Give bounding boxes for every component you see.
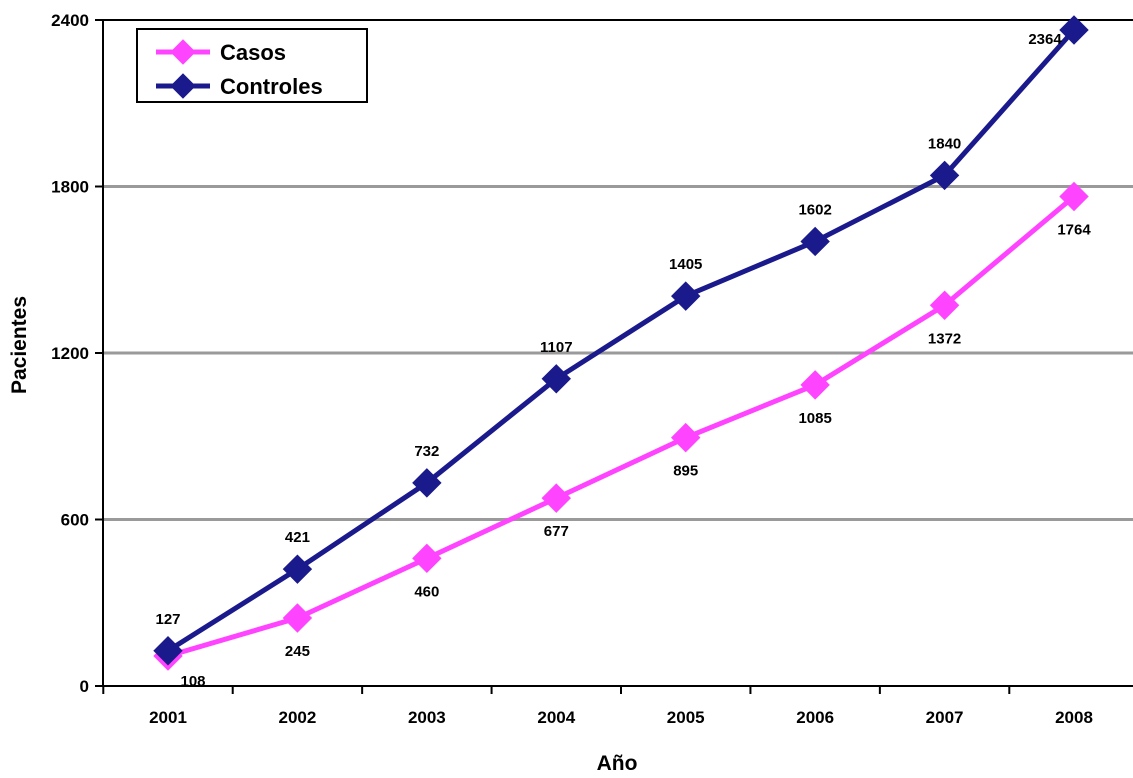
legend-swatch-marker-casos <box>170 39 196 65</box>
x-axis-title: Año <box>597 752 638 775</box>
data-label-controles: 2364 <box>1028 31 1062 48</box>
point-casos <box>1059 181 1089 212</box>
data-label-casos: 1085 <box>798 410 831 427</box>
point-casos <box>929 290 960 320</box>
point-casos <box>412 543 442 574</box>
point-casos <box>541 483 571 513</box>
y-tick-label: 1200 <box>51 344 89 363</box>
y-tick-label: 0 <box>80 677 89 696</box>
y-axis-ticks: 0 600 1200 1800 2400 <box>51 11 103 696</box>
data-label-controles: 1107 <box>540 339 573 356</box>
y-axis-title: Pacientes <box>8 296 31 394</box>
x-tick-label: 2006 <box>796 708 834 727</box>
x-tick-label: 2003 <box>408 708 446 727</box>
x-tick-label: 2001 <box>149 708 187 727</box>
point-casos <box>800 370 830 400</box>
y-tick-label: 1800 <box>51 178 89 197</box>
data-label-controles: 732 <box>414 443 439 460</box>
y-tick-label: 2400 <box>51 11 89 30</box>
x-tick-label: 2008 <box>1055 708 1093 727</box>
point-controles <box>671 281 701 311</box>
data-label-casos: 108 <box>180 673 205 690</box>
point-casos <box>282 603 313 633</box>
data-label-casos: 895 <box>673 463 698 480</box>
data-labels: 108 245 460 677 895 1085 1372 1764 127 421 732 1107… <box>155 31 1091 690</box>
point-controles <box>800 226 830 257</box>
x-tick-label: 2005 <box>667 708 705 727</box>
data-label-casos: 245 <box>285 643 310 660</box>
point-casos <box>671 422 701 453</box>
point-controles <box>541 364 571 394</box>
point-controles <box>153 636 183 666</box>
x-axis-ticks: 2001 2002 2003 2004 2005 2006 2007 2008 <box>102 686 1093 727</box>
series-layer <box>153 15 1089 671</box>
data-label-casos: 460 <box>414 583 439 600</box>
point-controles <box>412 468 442 498</box>
x-tick-label: 2002 <box>279 708 317 727</box>
legend-label-controles: Controles <box>220 74 323 99</box>
point-controles <box>282 554 313 584</box>
point-controles <box>1059 15 1089 45</box>
gridlines <box>103 185 1133 521</box>
data-label-casos: 1372 <box>928 330 961 347</box>
data-label-controles: 127 <box>155 611 180 628</box>
series-line-controles <box>166 28 1076 653</box>
x-tick-label: 2007 <box>926 708 964 727</box>
x-tick-label: 2004 <box>537 708 575 727</box>
data-label-casos: 1764 <box>1057 221 1091 238</box>
y-tick-label: 600 <box>61 511 89 530</box>
data-label-controles: 1405 <box>669 256 702 273</box>
series-line-casos <box>167 194 1076 659</box>
data-label-controles: 1840 <box>928 135 961 152</box>
data-label-controles: 421 <box>285 529 310 546</box>
legend-swatch-marker-controles <box>170 73 196 99</box>
legend: Casos Controles <box>136 28 368 103</box>
legend-label-casos: Casos <box>220 40 286 65</box>
point-controles <box>929 160 960 191</box>
data-label-casos: 677 <box>544 523 569 540</box>
data-label-controles: 1602 <box>798 201 831 218</box>
